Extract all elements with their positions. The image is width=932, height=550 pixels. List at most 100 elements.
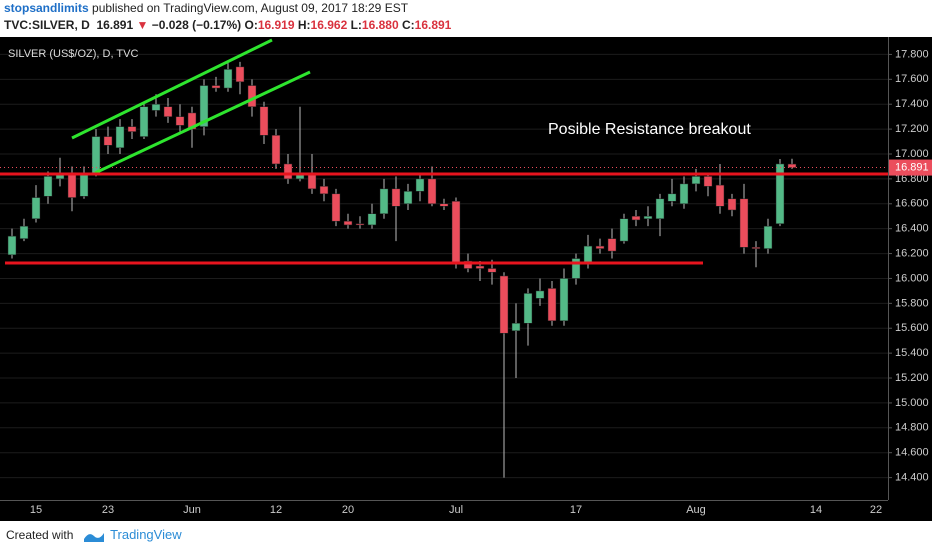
- candle-body: [259, 106, 269, 136]
- candle-body: [655, 198, 665, 219]
- symbol: TVC:SILVER, D: [4, 18, 90, 32]
- y-tick-label: 15.200: [895, 372, 929, 384]
- candle-body: [355, 223, 365, 226]
- candle-body: [331, 193, 341, 222]
- ohlc-label: C:: [401, 18, 415, 32]
- x-tick-label: 15: [30, 504, 42, 516]
- y-tick-label: 15.400: [895, 347, 929, 359]
- chart-background: [0, 37, 932, 521]
- y-tick-label: 16.400: [895, 223, 929, 235]
- candles: [0, 61, 888, 478]
- chart-title: SILVER (US$/OZ), D, TVC: [8, 48, 138, 60]
- x-tick-label: Jun: [183, 504, 201, 516]
- candle-body: [775, 163, 785, 224]
- x-tick-label: 17: [570, 504, 582, 516]
- y-tick-label: 17.200: [895, 123, 929, 135]
- candle-body: [211, 85, 221, 89]
- created-with: Created with: [6, 528, 74, 542]
- y-tick-label: 15.600: [895, 322, 929, 334]
- candle-body: [67, 172, 77, 198]
- candle-body: [451, 201, 461, 264]
- y-tick-label: 16.800: [895, 173, 929, 185]
- candle-body: [631, 215, 641, 221]
- last-price-label: 16.891: [895, 161, 929, 173]
- x-tick-label: 22: [870, 504, 882, 516]
- candle-body: [739, 198, 749, 248]
- candle-body: [79, 173, 89, 197]
- candle-body: [787, 163, 797, 168]
- candle-body: [667, 193, 677, 202]
- y-tick-label: 16.600: [895, 198, 929, 210]
- candle-body: [187, 112, 197, 130]
- y-tick-label: 14.800: [895, 422, 929, 434]
- publish-line: stopsandlimits published on TradingView.…: [4, 0, 932, 17]
- candle-body: [139, 106, 149, 137]
- candle-body: [547, 288, 557, 322]
- author[interactable]: stopsandlimits: [4, 1, 89, 15]
- candle-body: [403, 191, 413, 205]
- candle-body: [127, 126, 137, 132]
- y-tick-label: 15.000: [895, 397, 929, 409]
- ohlc-label: H:: [297, 18, 311, 32]
- candle-body: [43, 176, 53, 197]
- ohlc-value: 16.891: [414, 18, 452, 32]
- candle-body: [463, 260, 473, 269]
- candle-body: [235, 66, 245, 83]
- x-tick-label: Jul: [449, 504, 463, 516]
- candle-body: [595, 245, 605, 249]
- candle-body: [103, 136, 113, 146]
- header: stopsandlimits published on TradingView.…: [4, 0, 932, 37]
- x-tick-label: 14: [810, 504, 822, 516]
- candle-body: [391, 188, 401, 207]
- candle-body: [379, 188, 389, 214]
- candle-body: [751, 247, 761, 249]
- candle-body: [199, 85, 209, 127]
- candle-body: [607, 238, 617, 252]
- y-tick-label: 16.200: [895, 247, 929, 259]
- candle-body: [763, 225, 773, 249]
- candle-body: [535, 290, 545, 299]
- y-tick-label: 14.600: [895, 447, 929, 459]
- x-tick-label: 20: [342, 504, 354, 516]
- y-tick-label: 15.800: [895, 297, 929, 309]
- candle-body: [679, 183, 689, 205]
- annotation: Posible Resistance breakout: [548, 121, 751, 138]
- ohlc-label: L:: [350, 18, 362, 32]
- candle-body: [343, 220, 353, 226]
- change: −0.028 (−0.17%): [151, 18, 242, 32]
- candle-body: [283, 163, 293, 180]
- candle-body: [559, 278, 569, 322]
- candle-body: [511, 323, 521, 331]
- candle-body: [151, 103, 161, 111]
- candle-body: [691, 176, 701, 185]
- y-tick-label: 16.000: [895, 272, 929, 284]
- y-tick-label: 17.800: [895, 48, 929, 60]
- candle-body: [427, 178, 437, 205]
- candle-body: [91, 136, 101, 175]
- candle-body: [727, 198, 737, 211]
- ohlc-value: 16.919: [257, 18, 295, 32]
- y-tick-label: 17.000: [895, 148, 929, 160]
- candle-body: [223, 69, 233, 89]
- published: published on TradingView.com, August 09,…: [92, 1, 409, 15]
- last-price: 16.891: [96, 18, 134, 32]
- candle-body: [571, 258, 581, 279]
- candle-body: [703, 176, 713, 187]
- candle-body: [439, 203, 449, 207]
- last-price-box: [889, 159, 932, 176]
- y-tick-label: 14.400: [895, 472, 929, 484]
- axes: 14.400 14.600 14.800 15.000 15.200 15.400 15.6…: [30, 48, 932, 516]
- logo: [83, 532, 104, 542]
- x-tick-label: 12: [270, 504, 282, 516]
- ohlc: O:16.919 H:16.962 L:16.880 C:16.891: [244, 18, 451, 32]
- ohlc-value: 16.962: [310, 18, 348, 32]
- candle-body: [175, 116, 185, 126]
- y-tick-label: 17.600: [895, 73, 929, 85]
- candle-body: [415, 178, 425, 192]
- brand[interactable]: TradingView: [110, 527, 182, 542]
- candle-body: [319, 186, 329, 195]
- symbol-line: TVC:SILVER, D 16.891 ▼ −0.028 (−0.17%) O…: [4, 17, 932, 34]
- candle-body: [523, 293, 533, 324]
- candle-body: [619, 218, 629, 242]
